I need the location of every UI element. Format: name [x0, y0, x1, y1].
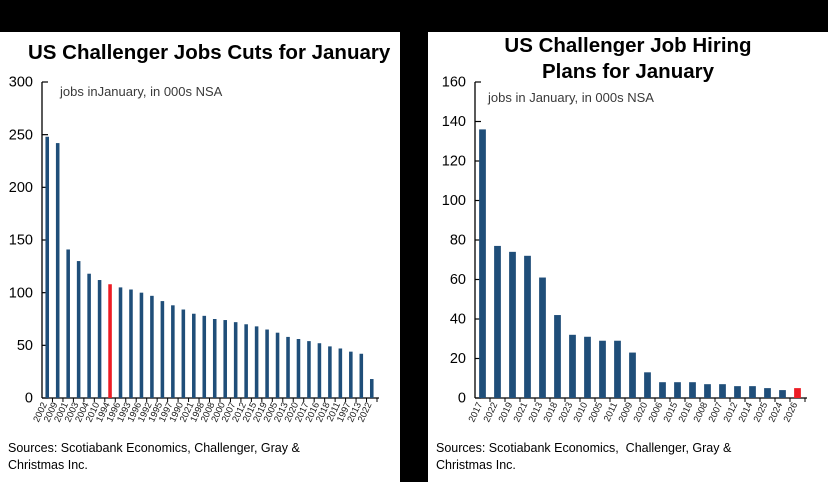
svg-text:200: 200	[9, 180, 33, 196]
svg-text:100: 100	[442, 193, 466, 209]
svg-text:0: 0	[458, 391, 466, 407]
svg-text:300: 300	[9, 75, 33, 91]
svg-text:50: 50	[17, 338, 33, 354]
svg-text:60: 60	[450, 272, 466, 288]
svg-text:2026: 2026	[782, 401, 800, 424]
svg-text:2005: 2005	[587, 401, 605, 424]
svg-text:40: 40	[450, 312, 466, 328]
svg-text:100: 100	[9, 285, 33, 301]
svg-text:20: 20	[450, 351, 466, 367]
svg-text:250: 250	[9, 127, 33, 143]
svg-text:160: 160	[442, 75, 466, 91]
svg-text:140: 140	[442, 114, 466, 130]
svg-text:0: 0	[25, 391, 33, 407]
svg-text:80: 80	[450, 233, 466, 249]
svg-text:150: 150	[9, 233, 33, 249]
svg-text:120: 120	[442, 154, 466, 170]
